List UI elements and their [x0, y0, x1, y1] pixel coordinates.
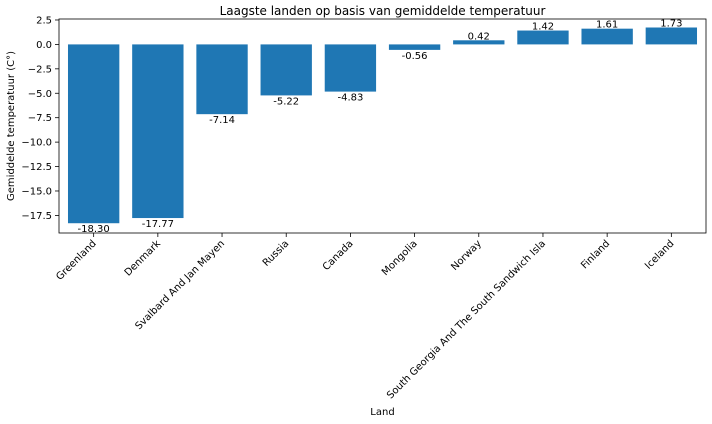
data-label-7: 1.42: [532, 22, 554, 33]
x-tick-label-1: Denmark: [123, 238, 163, 278]
y-tick-label-1: 0.0: [36, 40, 52, 51]
data-label-9: 1.73: [660, 19, 682, 30]
bar-3: [260, 44, 312, 96]
data-label-8: 1.61: [596, 20, 618, 31]
x-tick-label-0: Greenland: [54, 238, 98, 282]
bar-9: [645, 27, 698, 45]
y-tick-label-8: −17.5: [21, 211, 52, 222]
data-label-0: -18.30: [78, 224, 110, 235]
x-tick-label-9: Iceland: [643, 238, 676, 271]
data-label-4: -4.83: [337, 93, 363, 104]
y-tick-label-0: 2.5: [36, 15, 52, 26]
bar-2: [196, 44, 248, 115]
bar-4: [324, 44, 377, 92]
bar-1: [132, 44, 184, 219]
bar-7: [517, 30, 569, 45]
x-tick-label-5: Mongolia: [380, 238, 420, 278]
bar-8: [581, 28, 633, 45]
x-tick-label-6: Norway: [449, 238, 484, 273]
y-tick-label-3: −5.0: [28, 89, 52, 100]
data-label-2: -7.14: [209, 115, 235, 126]
plot-area: -18.30Greenland-17.77Denmark-7.14Svalbar…: [21, 15, 707, 401]
bar-5: [388, 44, 441, 50]
data-label-6: 0.42: [468, 31, 490, 42]
x-tick-label-8: Finland: [579, 238, 612, 271]
bar-0: [67, 44, 120, 224]
data-label-3: -5.22: [273, 96, 299, 107]
axes-frame: [58, 18, 707, 234]
bar-6: [453, 40, 505, 45]
x-tick-label-3: Russia: [261, 238, 292, 269]
y-tick-label-2: −2.5: [28, 64, 52, 75]
x-axis-label: Land: [370, 407, 394, 418]
y-tick-label-4: −7.5: [28, 113, 52, 124]
data-label-1: -17.77: [142, 219, 174, 230]
data-label-5: -0.56: [402, 51, 428, 62]
y-tick-label-7: −15.0: [21, 186, 52, 197]
chart-title: Laagste landen op basis van gemiddelde t…: [220, 4, 546, 18]
y-tick-label-6: −12.5: [21, 162, 52, 173]
y-axis-label: Gemiddelde temperatuur (C°): [6, 51, 17, 201]
y-tick-label-5: −10.0: [21, 138, 52, 149]
x-tick-label-4: Canada: [321, 238, 356, 273]
